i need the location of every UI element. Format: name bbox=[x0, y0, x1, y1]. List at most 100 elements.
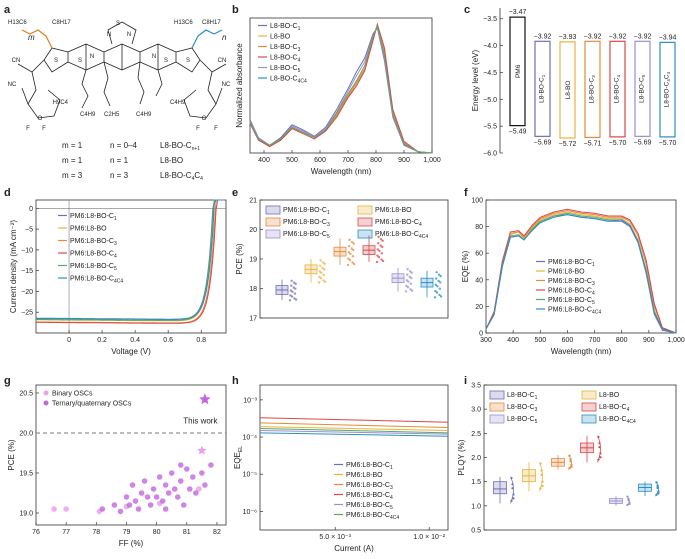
x-tick-label: 800 bbox=[616, 337, 628, 344]
data-point bbox=[320, 271, 323, 274]
data-point bbox=[294, 298, 298, 301]
x-tick-label: 500 bbox=[534, 337, 546, 344]
x-tick-label: 300 bbox=[480, 337, 492, 344]
alkyl-chain bbox=[81, 69, 89, 109]
ternary-point bbox=[99, 506, 106, 512]
lumo-label: −3.92 bbox=[609, 33, 627, 40]
legend-marker bbox=[43, 390, 49, 396]
series-line bbox=[36, 199, 223, 320]
density-curve bbox=[597, 435, 601, 463]
lumo-label: −3.92 bbox=[584, 33, 602, 40]
x-axis-label: Voltage (V) bbox=[111, 347, 151, 356]
x-tick-label: 82 bbox=[213, 529, 221, 536]
legend-entry: PM6:L8-BO-C1 bbox=[548, 259, 595, 268]
data-point bbox=[568, 467, 571, 470]
data-point bbox=[406, 286, 410, 289]
data-point bbox=[381, 245, 384, 249]
data-point bbox=[410, 289, 414, 292]
data-point bbox=[322, 273, 326, 277]
ternary-point bbox=[138, 490, 145, 496]
data-point bbox=[317, 281, 321, 284]
atom-label: O bbox=[38, 116, 43, 122]
data-point bbox=[321, 261, 325, 264]
ternary-point bbox=[126, 502, 133, 508]
series-line bbox=[259, 426, 449, 432]
legend-entry: PM6:L8-BO-C4 bbox=[375, 219, 422, 228]
chain-label: C8H17 bbox=[52, 20, 71, 26]
y-axis-label: PCE (%) bbox=[7, 439, 16, 470]
panel-label-b: b bbox=[232, 4, 239, 16]
homo-label: −5.69 bbox=[534, 139, 552, 146]
data-point bbox=[352, 248, 355, 252]
y-tick-label: 10⁻⁵ bbox=[243, 472, 257, 479]
homo-label: −5.69 bbox=[634, 139, 652, 146]
legend-entry: PM6:L8-BO-C4C4 bbox=[375, 231, 428, 240]
data-point bbox=[404, 290, 408, 293]
energy-box bbox=[634, 40, 651, 137]
data-point bbox=[348, 258, 352, 262]
data-point bbox=[655, 481, 658, 484]
plot-frame-e bbox=[259, 199, 449, 319]
ternary-point bbox=[117, 508, 124, 515]
y-tick-label: −20 bbox=[21, 289, 33, 296]
data-point bbox=[407, 280, 410, 283]
x-axis-label: Current (A) bbox=[334, 544, 374, 553]
alkyl-chain bbox=[155, 69, 163, 97]
box bbox=[493, 481, 507, 495]
legend-swatch bbox=[357, 229, 373, 239]
data-point bbox=[346, 263, 350, 267]
x-tick-label: 600 bbox=[562, 337, 574, 344]
legend-swatch bbox=[581, 402, 597, 412]
legend-swatch bbox=[357, 217, 373, 227]
y-tick-label: 19 bbox=[249, 257, 257, 264]
data-point bbox=[433, 296, 437, 299]
y-tick-label: 19.5 bbox=[19, 471, 33, 478]
table-m-value: m = 1 bbox=[62, 156, 83, 165]
bond bbox=[121, 61, 141, 71]
series-line bbox=[36, 199, 223, 321]
y-tick-label: 21 bbox=[249, 198, 257, 205]
data-point bbox=[294, 282, 297, 286]
chain-label: H9C4 bbox=[53, 100, 69, 106]
data-point bbox=[569, 458, 572, 461]
data-point bbox=[381, 239, 384, 242]
data-point bbox=[405, 279, 408, 282]
panel-label-c: c bbox=[464, 4, 470, 16]
atom-label: F bbox=[42, 126, 46, 132]
legend-entry: PM6:L8-BO bbox=[375, 207, 412, 214]
data-point bbox=[322, 279, 325, 282]
data-point bbox=[381, 259, 385, 263]
y-tick-label: 60 bbox=[475, 251, 483, 258]
data-point bbox=[656, 486, 659, 489]
plot-frame-h bbox=[259, 384, 449, 531]
y-tick-label: 10⁻⁴ bbox=[243, 435, 258, 442]
x-tick-label: 81 bbox=[183, 529, 191, 536]
y-tick-label: 0.5 bbox=[471, 528, 481, 535]
data-point bbox=[380, 258, 383, 261]
data-point bbox=[406, 273, 409, 276]
data-point bbox=[319, 277, 323, 280]
panel-label-i: i bbox=[464, 375, 467, 387]
binary-point bbox=[51, 506, 57, 512]
y-tick-label: 10⁻⁶ bbox=[243, 509, 257, 516]
ternary-point bbox=[144, 494, 151, 500]
x-tick-label: 0.8 bbox=[196, 337, 206, 344]
ternary-point bbox=[168, 470, 175, 476]
cyano-bonds-left bbox=[17, 63, 33, 105]
data-point bbox=[318, 270, 321, 273]
legend-entry: PM6:L8-BO-C3 bbox=[346, 482, 393, 491]
data-point bbox=[376, 254, 379, 257]
x-tick-label: 76 bbox=[32, 529, 40, 536]
series-line bbox=[485, 214, 677, 334]
end-group-left bbox=[27, 59, 61, 119]
data-point bbox=[290, 279, 293, 283]
ternary-point bbox=[111, 502, 118, 508]
data-point bbox=[439, 281, 442, 284]
y-axis-label: Current density (mA cm⁻²) bbox=[9, 220, 18, 313]
ternary-point bbox=[162, 506, 169, 512]
y-tick-label: −5.5 bbox=[483, 124, 497, 131]
this-work-star bbox=[197, 445, 207, 455]
y-axis-label: EQE (%) bbox=[461, 250, 470, 282]
y-tick-label: 2.5 bbox=[471, 431, 481, 438]
data-point bbox=[597, 458, 600, 461]
